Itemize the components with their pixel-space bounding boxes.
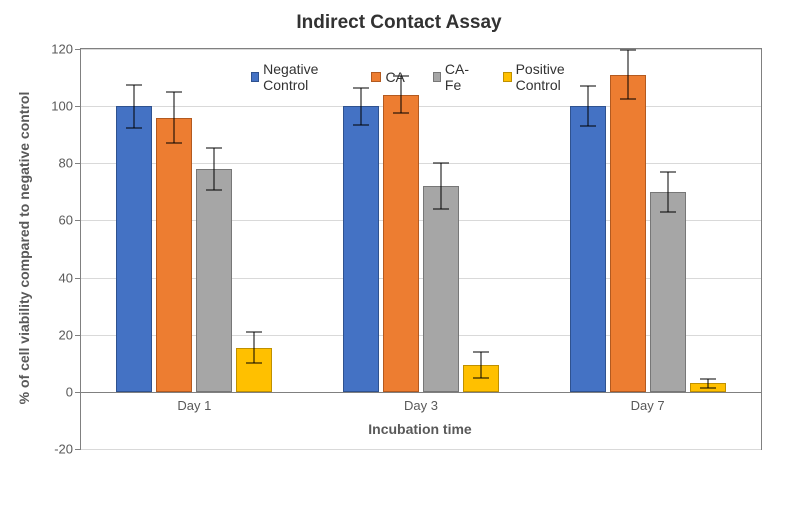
bar [116, 106, 152, 392]
xtick-label: Day 3 [404, 392, 438, 413]
error-cap [246, 363, 262, 364]
error-bar [174, 92, 175, 143]
error-bar [254, 332, 255, 363]
legend-item: Negative Control [251, 61, 343, 93]
error-cap [126, 127, 142, 128]
legend: Negative Control CA CA-Fe Positive Control [251, 61, 591, 93]
x-axis-label: Incubation time [368, 421, 471, 437]
error-cap [660, 171, 676, 172]
ytick-label: 20 [59, 327, 81, 342]
gridline [81, 449, 761, 450]
ytick-label: 120 [51, 42, 81, 57]
bar [196, 169, 232, 392]
ytick-label: 0 [66, 384, 81, 399]
legend-label: Negative Control [263, 61, 343, 93]
legend-label: CA-Fe [445, 61, 476, 93]
legend-swatch [251, 72, 259, 82]
error-cap [580, 126, 596, 127]
ytick-label: 40 [59, 270, 81, 285]
bar [650, 192, 686, 392]
error-cap [246, 331, 262, 332]
xtick-label: Day 7 [631, 392, 665, 413]
error-cap [353, 124, 369, 125]
legend-swatch [371, 72, 381, 82]
error-bar [361, 88, 362, 125]
error-cap [393, 113, 409, 114]
error-bar [481, 352, 482, 378]
bar [610, 75, 646, 392]
bar [383, 95, 419, 392]
ytick-label: 100 [51, 99, 81, 114]
error-bar [134, 85, 135, 128]
error-cap [700, 387, 716, 388]
error-cap [433, 209, 449, 210]
error-cap [166, 143, 182, 144]
ytick-label: 60 [59, 213, 81, 228]
error-bar [214, 148, 215, 191]
error-cap [473, 377, 489, 378]
bar [156, 118, 192, 392]
error-cap [166, 91, 182, 92]
legend-label: CA [385, 69, 404, 85]
error-cap [206, 190, 222, 191]
error-cap [126, 84, 142, 85]
xtick-label: Day 1 [177, 392, 211, 413]
bar [570, 106, 606, 392]
chart-title: Indirect Contact Assay [0, 12, 798, 34]
legend-item: CA [371, 69, 404, 85]
legend-swatch [433, 72, 441, 82]
error-cap [620, 99, 636, 100]
error-cap [620, 50, 636, 51]
legend-item: CA-Fe [433, 61, 476, 93]
plot-area: -20020406080100120Day 1Day 3Day 7Negativ… [80, 48, 762, 450]
gridline [81, 49, 761, 50]
error-cap [433, 163, 449, 164]
error-cap [660, 211, 676, 212]
y-axis-label: % of cell viability compared to negative… [16, 92, 32, 405]
bar [423, 186, 459, 392]
error-bar [627, 50, 628, 99]
bar [343, 106, 379, 392]
gridline [81, 106, 761, 107]
error-cap [473, 351, 489, 352]
error-bar [667, 172, 668, 212]
ytick-label: 80 [59, 156, 81, 171]
error-cap [206, 147, 222, 148]
error-cap [700, 379, 716, 380]
legend-label: Positive Control [516, 61, 591, 93]
error-bar [441, 163, 442, 209]
ytick-label: -20 [54, 442, 81, 457]
legend-swatch [503, 72, 511, 82]
legend-item: Positive Control [503, 61, 591, 93]
